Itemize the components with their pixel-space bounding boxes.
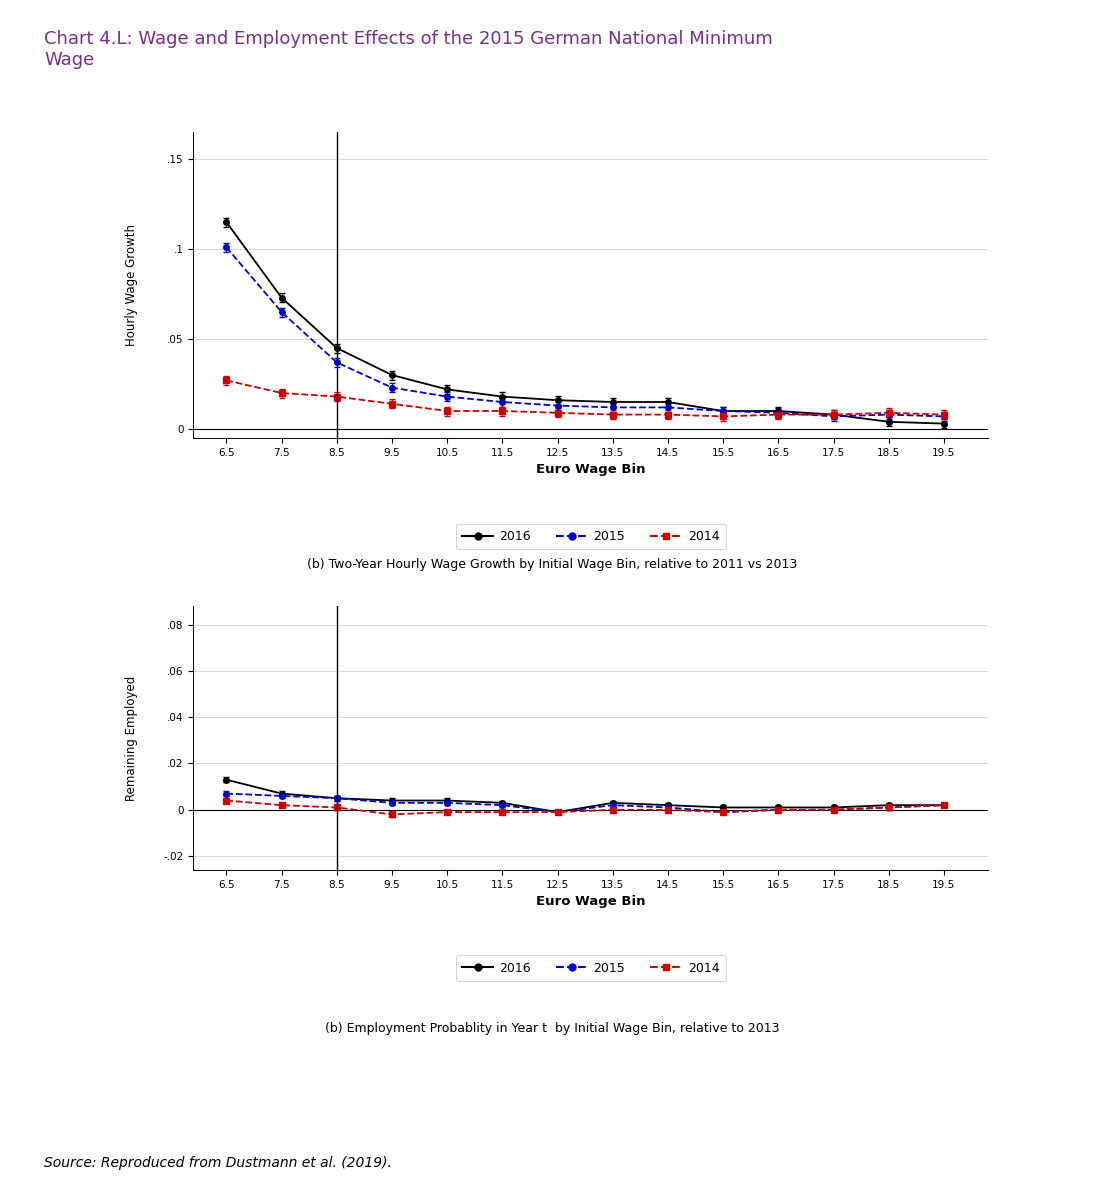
Legend: 2016, 2015, 2014: 2016, 2015, 2014 — [456, 524, 725, 550]
X-axis label: Euro Wage Bin: Euro Wage Bin — [535, 463, 646, 476]
Text: (b) Employment Probablity in Year t  by Initial Wage Bin, relative to 2013: (b) Employment Probablity in Year t by I… — [325, 1022, 779, 1036]
Text: Source: Reproduced from Dustmann et al. (2019).: Source: Reproduced from Dustmann et al. … — [44, 1156, 392, 1170]
Y-axis label: Remaining Employed: Remaining Employed — [125, 676, 138, 800]
Y-axis label: Hourly Wage Growth: Hourly Wage Growth — [125, 224, 138, 346]
Legend: 2016, 2015, 2014: 2016, 2015, 2014 — [456, 955, 725, 980]
Text: (b) Two-Year Hourly Wage Growth by Initial Wage Bin, relative to 2011 vs 2013: (b) Two-Year Hourly Wage Growth by Initi… — [307, 558, 797, 571]
X-axis label: Euro Wage Bin: Euro Wage Bin — [535, 895, 646, 908]
Text: Chart 4.L: Wage and Employment Effects of the 2015 German National Minimum
Wage: Chart 4.L: Wage and Employment Effects o… — [44, 30, 773, 68]
